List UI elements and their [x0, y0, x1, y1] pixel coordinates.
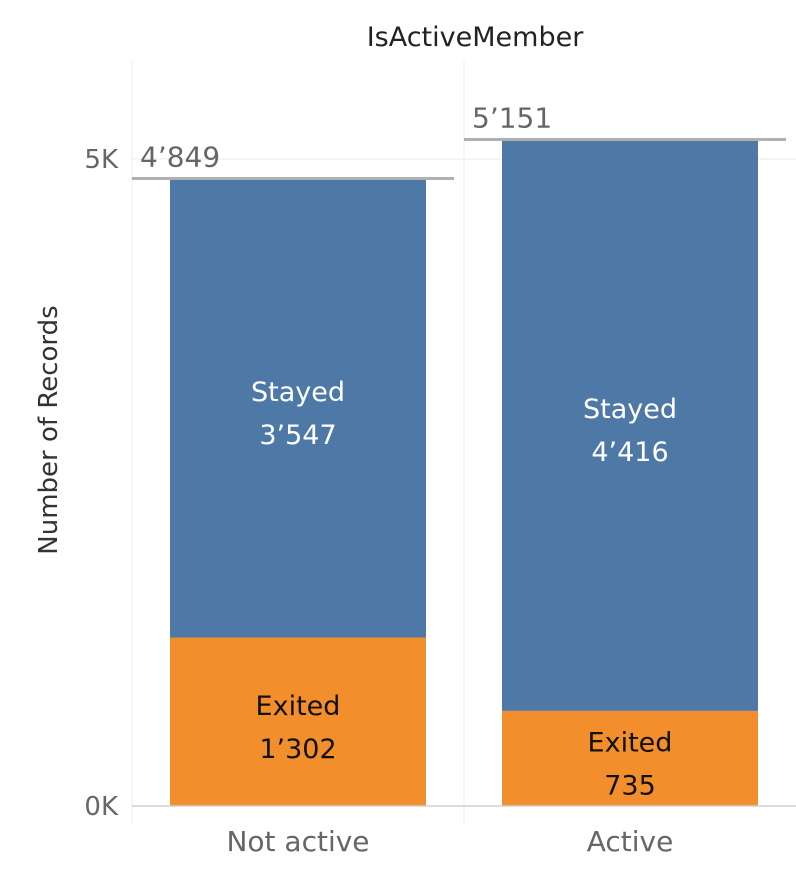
- total-label: 5’151: [472, 101, 552, 134]
- y-axis-label: Number of Records: [34, 305, 64, 554]
- segment-series-label: Stayed: [583, 394, 677, 425]
- segment-value-label: 1’302: [259, 734, 336, 765]
- y-tick-label: 0K: [84, 792, 119, 822]
- total-label: 4’849: [140, 141, 220, 174]
- segment-value-label: 3’547: [259, 420, 336, 451]
- axes: 0K 5K Not active Active: [84, 145, 796, 858]
- x-category-label: Active: [587, 825, 674, 858]
- segment-series-label: Exited: [256, 691, 341, 722]
- segment-value-label: 4’416: [591, 437, 668, 468]
- bar-segment-stayed: [502, 139, 758, 711]
- bar-segment-exited: [170, 637, 426, 806]
- bar-segment-exited: [502, 710, 758, 806]
- x-category-label: Not active: [226, 825, 369, 858]
- bars: Exited 1’302 Stayed 3’547 4’849 Exited 735 Stay…: [132, 101, 786, 806]
- segment-series-label: Exited: [588, 727, 673, 758]
- bar-segment-stayed: [170, 178, 426, 638]
- segment-value-label: 735: [604, 770, 656, 801]
- segment-series-label: Stayed: [251, 377, 345, 408]
- y-tick-label: 5K: [84, 145, 119, 175]
- chart-title: IsActiveMember: [367, 22, 585, 53]
